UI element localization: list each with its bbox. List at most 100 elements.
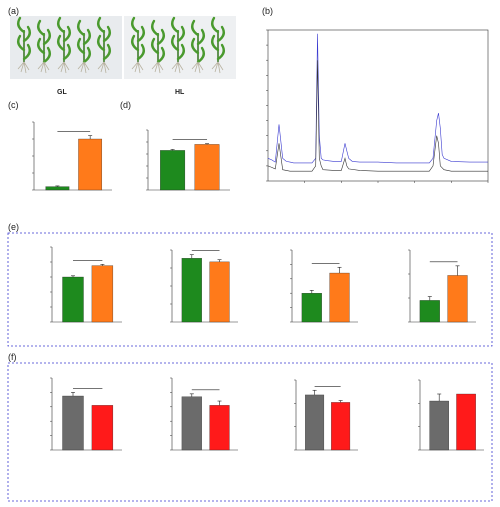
galactose-bar-chart <box>290 249 358 323</box>
plant-photograph <box>10 16 236 79</box>
panel-label-e: (e) <box>8 222 19 232</box>
bar <box>181 258 202 323</box>
leaf <box>211 34 220 52</box>
bar <box>209 261 230 323</box>
leaf <box>62 25 71 43</box>
leaf <box>82 28 91 46</box>
vigs-mannose-bar-chart <box>294 379 358 451</box>
vigs-glucose-bar-chart <box>418 379 484 451</box>
anthocyanin-bar-chart <box>32 121 112 191</box>
bar <box>91 265 114 323</box>
plant-shoot <box>211 16 225 74</box>
bar <box>456 393 476 451</box>
roots <box>131 61 144 74</box>
leaf <box>22 43 31 61</box>
panel-label-b: (b) <box>262 6 273 16</box>
chromatogram-chart <box>266 29 489 183</box>
leaf <box>77 19 86 37</box>
roots <box>191 61 204 74</box>
mannose-bar-chart <box>50 246 122 323</box>
leaf <box>211 16 220 34</box>
leaf <box>216 25 225 43</box>
plant-shoot <box>191 19 205 74</box>
roots <box>17 61 30 74</box>
panel-f-frame <box>7 362 493 502</box>
panel-e-frame <box>7 232 493 347</box>
panel-label-f: (f) <box>8 352 17 362</box>
plant-shoot <box>17 16 31 74</box>
leaf <box>42 28 51 46</box>
bar <box>91 405 114 451</box>
roots <box>211 61 224 74</box>
roots <box>77 61 90 74</box>
leaf <box>37 37 46 55</box>
leaf <box>102 25 111 43</box>
leaf <box>131 16 140 34</box>
plant-shoot <box>57 16 71 74</box>
leaf <box>62 43 71 61</box>
panel-label-d: (d) <box>120 100 131 110</box>
leaf <box>136 43 145 61</box>
leaf <box>17 16 26 34</box>
photo-label-hl: HL <box>175 89 185 96</box>
series-line-gl <box>267 60 488 172</box>
leaf <box>171 16 180 34</box>
leaf <box>22 25 31 43</box>
bar <box>209 405 230 451</box>
leaf <box>57 34 66 52</box>
polysaccharide-bar-chart <box>146 129 230 191</box>
bar <box>194 144 220 191</box>
leaf <box>191 19 200 37</box>
bar <box>329 272 350 323</box>
vigs-anthocyanin-bar-chart <box>50 377 122 451</box>
leaf <box>191 37 200 55</box>
arabinose-bar-chart <box>408 249 476 323</box>
bar <box>305 394 325 451</box>
bar <box>331 402 351 451</box>
plant-shoot <box>131 16 145 74</box>
leaf <box>176 43 185 61</box>
leaf <box>37 19 46 37</box>
leaf <box>131 34 140 52</box>
plant-shoot <box>97 16 111 74</box>
panel-label-c: (c) <box>8 100 19 110</box>
plant-shoot <box>77 19 91 74</box>
roots <box>171 61 184 74</box>
leaf <box>151 37 160 55</box>
panel-label-a: (a) <box>8 6 19 16</box>
leaf <box>176 25 185 43</box>
bar <box>62 395 84 451</box>
plant-shoot <box>37 19 51 74</box>
series-line-hl <box>267 33 488 164</box>
bar <box>429 400 449 451</box>
photo-label-gl: GL <box>57 89 67 96</box>
leaf <box>102 43 111 61</box>
leaf <box>156 46 165 64</box>
leaf <box>97 16 106 34</box>
leaf <box>216 43 225 61</box>
roots <box>151 61 164 74</box>
leaf <box>156 28 165 46</box>
bar <box>419 300 440 323</box>
leaf <box>151 19 160 37</box>
leaf <box>42 46 51 64</box>
leaf <box>196 46 205 64</box>
bar <box>45 186 70 191</box>
bar <box>181 396 202 451</box>
plant-shoot <box>171 16 185 74</box>
bar <box>62 276 84 323</box>
plants-gl-image <box>17 16 111 74</box>
bar <box>160 150 186 191</box>
bar <box>447 275 468 323</box>
bar <box>301 293 322 323</box>
leaf <box>136 25 145 43</box>
bar <box>78 138 103 191</box>
roots <box>37 61 50 74</box>
leaf <box>196 28 205 46</box>
plot-frame <box>267 29 489 182</box>
leaf <box>97 34 106 52</box>
leaf <box>82 46 91 64</box>
leaf <box>17 34 26 52</box>
leaf <box>77 37 86 55</box>
